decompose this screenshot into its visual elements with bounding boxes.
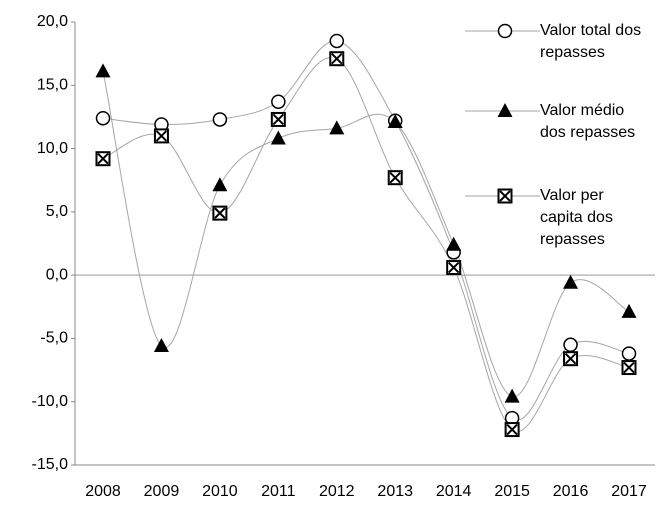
marker [329, 51, 345, 67]
marker [329, 33, 345, 49]
marker [563, 337, 578, 353]
marker [621, 360, 637, 376]
legend-label: Valor total dos repasses [540, 22, 642, 61]
y-tick-label: 15,0 [37, 77, 68, 94]
legend-swatch [465, 188, 540, 204]
marker [95, 151, 111, 167]
marker-cross [564, 352, 577, 365]
y-tick-label: 10,0 [37, 140, 68, 157]
marker [212, 205, 228, 221]
legend-swatch [465, 103, 540, 117]
marker [329, 120, 345, 135]
marker-cross [389, 171, 401, 184]
x-tick-label: 2013 [377, 483, 413, 500]
marker [212, 177, 228, 192]
x-tick-label: 2016 [553, 483, 589, 500]
marker [387, 113, 403, 128]
x-tick-label: 2011 [261, 483, 296, 500]
marker [212, 112, 228, 127]
marker [270, 130, 286, 145]
x-tick-label: 2010 [202, 483, 238, 500]
x-tick-label: 2014 [436, 483, 472, 500]
legend-label: Valor médio dos repasses [540, 102, 636, 141]
legend-item: Valor total dos repasses [465, 20, 655, 64]
x-tick-label: 2015 [494, 483, 530, 500]
series-line [102, 56, 630, 433]
y-tick-label: -10,0 [32, 393, 69, 410]
marker-cross [623, 361, 635, 374]
marker-cross [272, 113, 285, 126]
legend-swatch [465, 23, 540, 39]
x-tick-label: 2017 [611, 483, 647, 500]
y-tick-label: 0,0 [46, 266, 68, 283]
marker [504, 422, 520, 438]
x-tick-label: 2012 [319, 483, 355, 500]
marker-cross [214, 207, 226, 219]
marker [446, 236, 462, 251]
legend-item: Valor per capita dos repasses [465, 185, 655, 251]
marker-cross [499, 190, 511, 202]
marker-cross [97, 152, 109, 165]
marker [270, 111, 286, 127]
marker [387, 170, 403, 186]
marker [95, 63, 111, 78]
x-tick-label: 2009 [144, 483, 180, 500]
y-tick-label: -15,0 [32, 456, 69, 473]
marker-cross [331, 52, 343, 65]
marker [497, 23, 513, 39]
marker [271, 94, 286, 109]
marker [563, 274, 579, 289]
marker [621, 346, 637, 361]
marker [446, 260, 462, 276]
marker [621, 303, 637, 318]
marker [153, 338, 169, 353]
marker [153, 128, 169, 144]
y-tick-label: 20,0 [37, 13, 68, 30]
marker [563, 351, 579, 367]
y-tick-label: -5,0 [40, 330, 68, 347]
y-tick-label: 5,0 [46, 203, 68, 220]
marker [497, 188, 513, 204]
marker-cross [155, 130, 168, 142]
marker-cross [506, 423, 518, 436]
marker-cross [447, 261, 460, 274]
marker [504, 388, 520, 403]
x-tick-label: 2008 [85, 483, 121, 500]
marker [95, 110, 111, 126]
legend-item: Valor médio dos repasses [465, 100, 655, 144]
legend-label: Valor per capita dos repasses [540, 187, 613, 248]
marker [497, 103, 513, 117]
